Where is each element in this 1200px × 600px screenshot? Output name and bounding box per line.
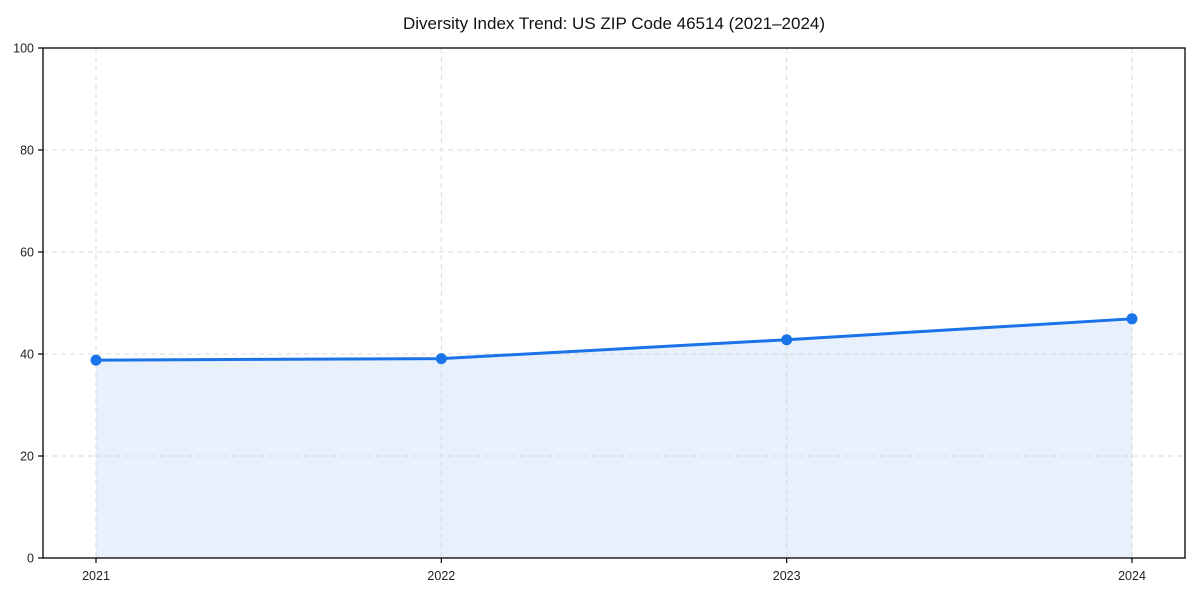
plot-frame <box>42 47 1186 559</box>
y-tick-label: 60 <box>20 246 34 260</box>
data-point-marker <box>435 353 447 365</box>
grid-layer <box>43 48 1185 558</box>
line-layer <box>94 317 1134 362</box>
area-fill <box>96 318 1132 558</box>
y-tick-label: 20 <box>20 450 34 464</box>
y-tick-label: 0 <box>27 552 34 566</box>
x-tick-label: 2021 <box>82 569 110 583</box>
tick-layer <box>38 47 1133 563</box>
area-layer <box>96 318 1132 558</box>
marker-layer <box>90 313 1138 366</box>
x-tick-label: 2024 <box>1118 569 1146 583</box>
data-point-marker <box>90 354 102 366</box>
x-tick-label: 2023 <box>773 569 801 583</box>
y-tick-label: 40 <box>20 348 34 362</box>
label-layer: 0 20 40 60 80 100 2021 2022 2023 2024 <box>13 42 1146 584</box>
trend-line <box>94 317 1134 362</box>
frame-layer <box>42 47 1186 559</box>
chart-title: Diversity Index Trend: US ZIP Code 46514… <box>403 14 825 33</box>
x-tick-label: 2022 <box>427 569 455 583</box>
data-point-marker <box>1126 313 1138 325</box>
data-point-marker <box>781 334 793 346</box>
y-tick-label: 100 <box>13 42 34 56</box>
y-tick-label: 80 <box>20 144 34 158</box>
